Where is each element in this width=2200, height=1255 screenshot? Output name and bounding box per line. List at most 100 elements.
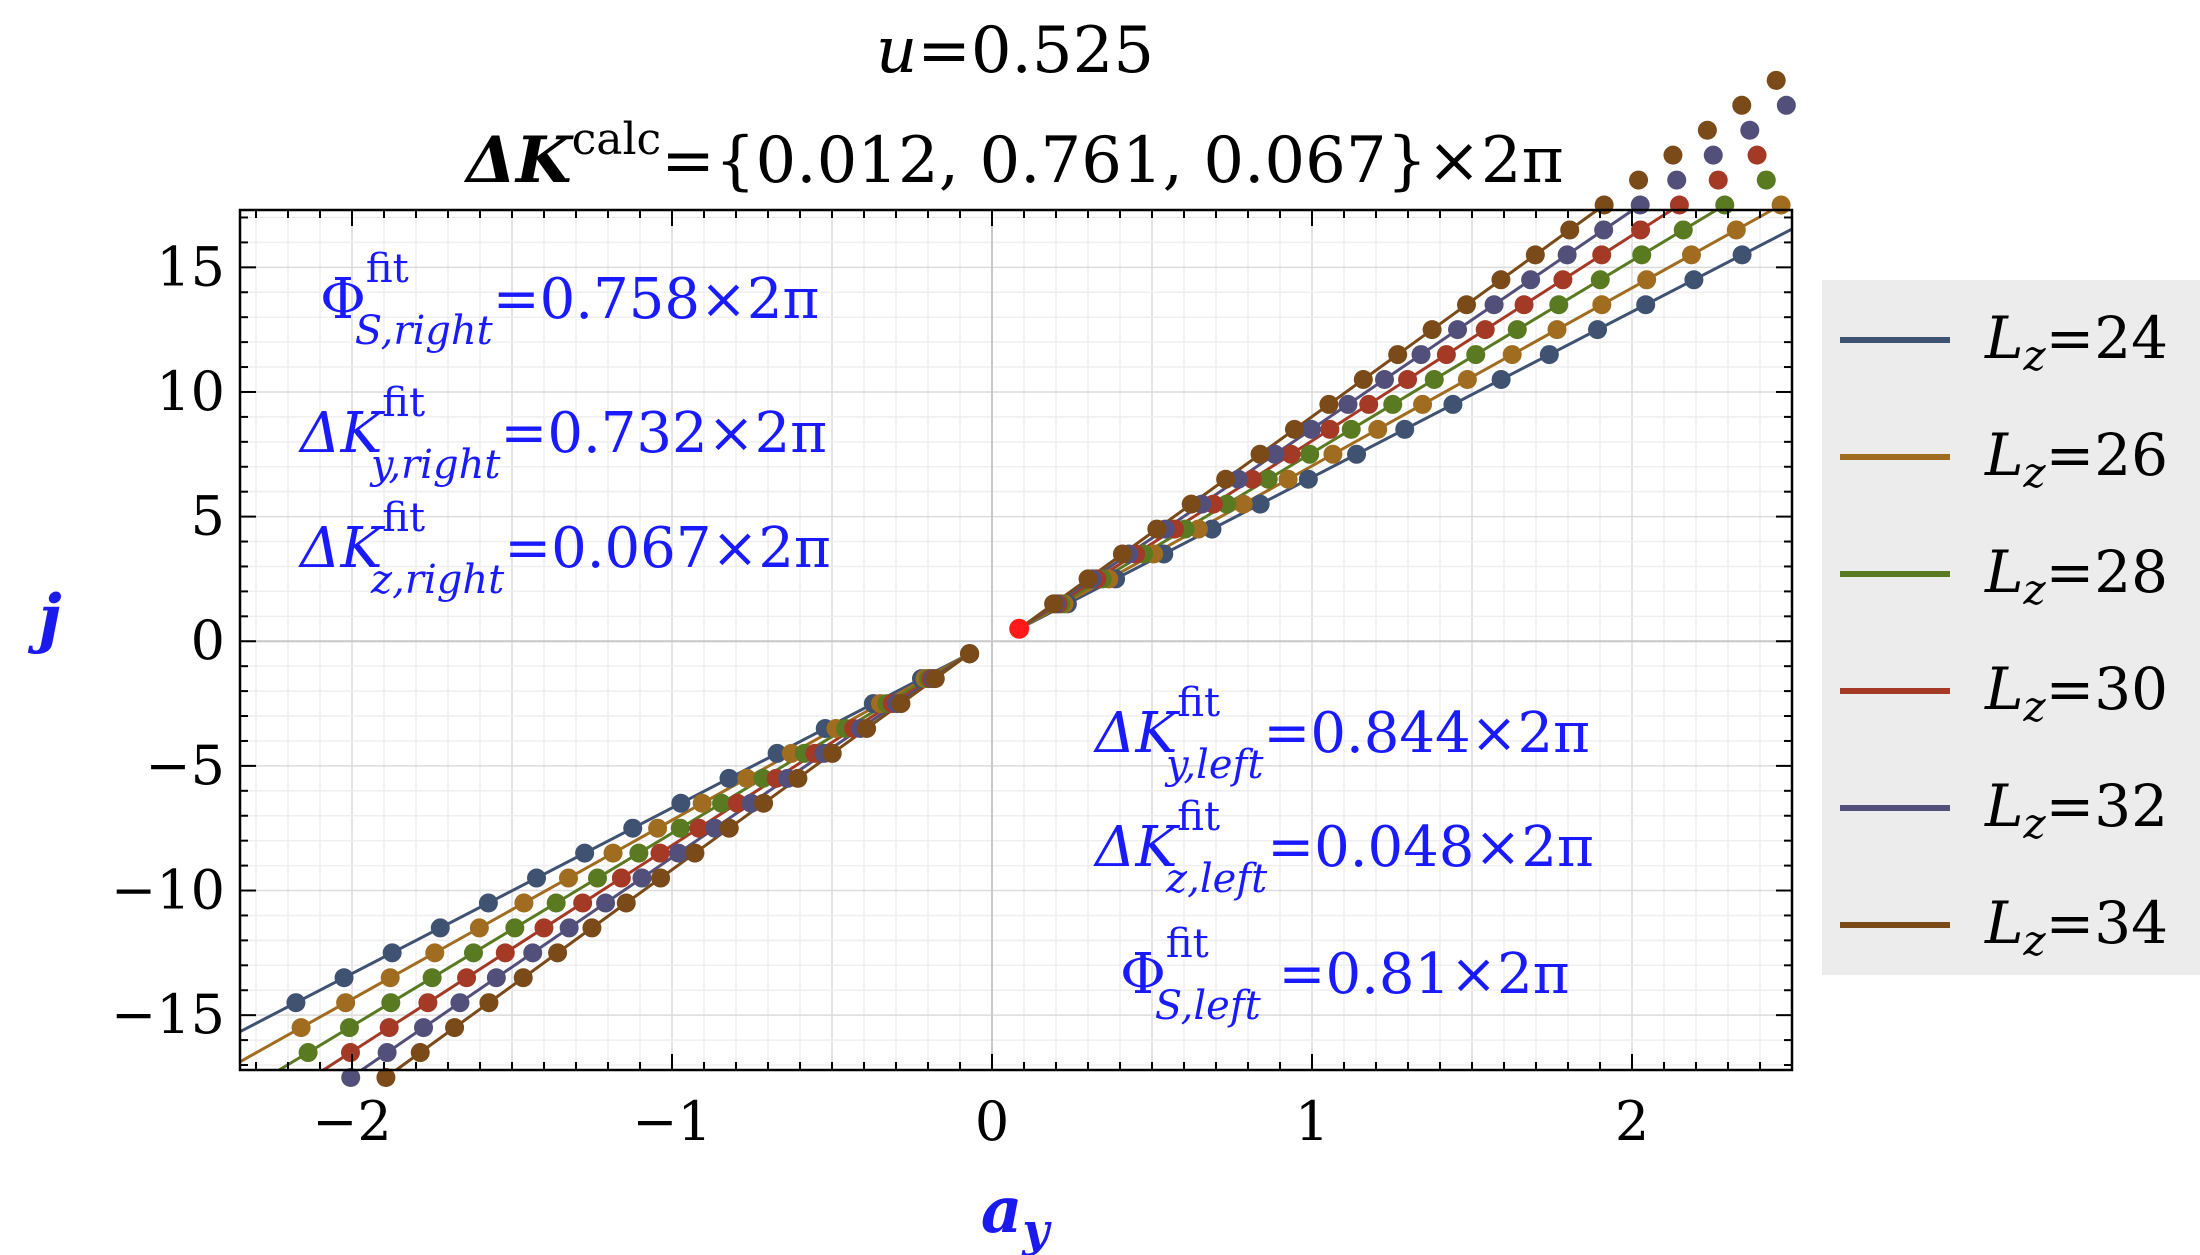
data-point bbox=[1525, 245, 1545, 265]
data-point bbox=[1422, 320, 1442, 340]
legend-label: Lz=32 bbox=[1984, 772, 2168, 848]
data-point bbox=[1281, 444, 1301, 464]
data-point bbox=[1242, 469, 1262, 489]
data-point bbox=[1588, 320, 1608, 340]
data-point bbox=[1632, 245, 1652, 265]
data-point bbox=[334, 968, 354, 988]
data-point bbox=[377, 1043, 397, 1063]
data-point bbox=[1398, 370, 1418, 390]
legend-label: Lz=24 bbox=[1984, 304, 2168, 380]
data-point bbox=[1250, 494, 1270, 514]
data-point bbox=[1637, 270, 1657, 290]
data-point bbox=[495, 943, 515, 963]
y-tick-label: −5 bbox=[145, 734, 225, 797]
data-point bbox=[1560, 220, 1580, 240]
data-point bbox=[514, 893, 534, 913]
data-point bbox=[1592, 245, 1612, 265]
data-point bbox=[1549, 295, 1569, 315]
data-point bbox=[1630, 195, 1650, 215]
data-point bbox=[1353, 370, 1373, 390]
data-point bbox=[1233, 494, 1253, 514]
data-point bbox=[1112, 544, 1132, 564]
data-point bbox=[1491, 370, 1511, 390]
data-point bbox=[1592, 295, 1612, 315]
data-point bbox=[1298, 469, 1318, 489]
data-points bbox=[286, 70, 1796, 1087]
data-point bbox=[1258, 469, 1278, 489]
data-point bbox=[336, 993, 356, 1013]
data-point bbox=[1250, 444, 1270, 464]
data-point bbox=[1216, 469, 1236, 489]
data-point bbox=[573, 893, 593, 913]
data-point bbox=[629, 843, 649, 863]
data-point bbox=[671, 793, 691, 813]
data-point bbox=[379, 1018, 399, 1038]
data-point bbox=[689, 818, 709, 838]
data-point bbox=[1448, 320, 1468, 340]
data-point bbox=[1673, 220, 1693, 240]
data-point bbox=[632, 868, 652, 888]
x-tick-label: −1 bbox=[632, 1090, 712, 1153]
data-point bbox=[588, 868, 608, 888]
annotation-dkz-right: ΔKfit z,right=0.067×2π bbox=[298, 495, 831, 603]
data-point bbox=[558, 868, 578, 888]
data-point bbox=[1383, 394, 1403, 414]
legend-box bbox=[1822, 280, 2200, 975]
data-point bbox=[1629, 170, 1649, 190]
data-point bbox=[1443, 394, 1463, 414]
data-point bbox=[1547, 320, 1567, 340]
legend-label: Lz=30 bbox=[1984, 655, 2168, 731]
data-point bbox=[1681, 245, 1701, 265]
data-point bbox=[648, 818, 668, 838]
data-point bbox=[1265, 444, 1285, 464]
data-point bbox=[822, 743, 842, 763]
x-tick-label: 1 bbox=[1295, 1090, 1329, 1153]
data-point bbox=[1484, 295, 1504, 315]
data-point bbox=[737, 768, 757, 788]
data-point bbox=[1771, 195, 1791, 215]
data-point bbox=[960, 644, 980, 664]
data-point bbox=[767, 743, 787, 763]
data-point bbox=[1301, 419, 1321, 439]
data-point bbox=[1776, 95, 1796, 115]
data-point bbox=[1732, 245, 1752, 265]
data-point bbox=[1594, 220, 1614, 240]
data-point bbox=[1756, 170, 1776, 190]
data-point bbox=[286, 993, 306, 1013]
highlight-point bbox=[1009, 618, 1030, 639]
data-point bbox=[1747, 145, 1767, 165]
chart-title-line1: u=0.525 bbox=[876, 14, 1154, 88]
data-point bbox=[341, 1067, 361, 1087]
data-point bbox=[1044, 594, 1064, 614]
data-point bbox=[1557, 245, 1577, 265]
y-tick-label: 15 bbox=[156, 235, 225, 298]
data-point bbox=[1388, 345, 1408, 365]
data-point bbox=[670, 818, 690, 838]
data-point bbox=[1320, 419, 1340, 439]
data-point bbox=[1590, 270, 1610, 290]
data-point bbox=[463, 943, 483, 963]
data-point bbox=[1338, 394, 1358, 414]
data-point bbox=[1475, 320, 1495, 340]
data-point bbox=[1341, 419, 1361, 439]
y-tick-label: 0 bbox=[191, 609, 225, 672]
data-point bbox=[469, 918, 489, 938]
data-point bbox=[1368, 419, 1388, 439]
data-point bbox=[1411, 345, 1431, 365]
x-tick-label: −2 bbox=[312, 1090, 392, 1153]
plot-frame bbox=[238, 208, 1794, 1072]
data-point bbox=[1217, 494, 1237, 514]
data-point bbox=[479, 993, 499, 1013]
data-point bbox=[705, 818, 725, 838]
plot-area bbox=[238, 70, 1796, 1087]
data-point bbox=[1078, 569, 1098, 589]
data-point bbox=[1703, 145, 1723, 165]
data-point bbox=[753, 768, 773, 788]
data-point bbox=[616, 893, 636, 913]
legend-label: Lz=28 bbox=[1984, 538, 2168, 614]
legend-items: Lz=24 Lz=26 Lz=28 Lz=30 Lz=32 Lz=34 bbox=[1840, 304, 2168, 965]
annotation-dky-right: ΔKfit y,right=0.732×2π bbox=[298, 380, 827, 488]
data-point bbox=[788, 768, 808, 788]
data-point bbox=[623, 818, 643, 838]
annotation-phi-right: Φfit S,right=0.758×2π bbox=[320, 246, 819, 354]
